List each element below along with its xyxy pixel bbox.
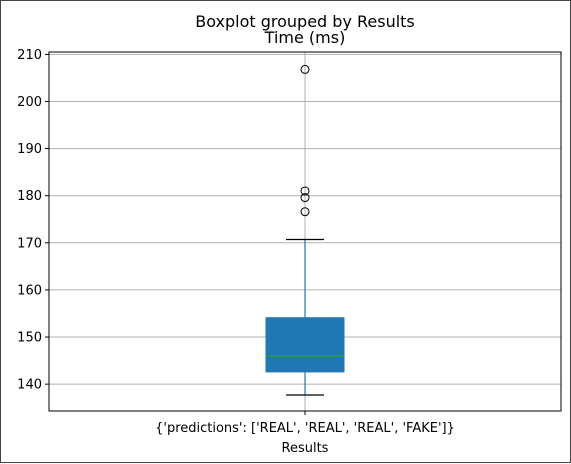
outlier-point xyxy=(300,64,310,74)
y-tick-label: 170 xyxy=(17,236,42,251)
y-tick-label: 150 xyxy=(17,331,42,346)
axis-layer: 140 150 160 170 180 190 200 210 {'predictions': … xyxy=(17,48,562,436)
y-tick-label: 140 xyxy=(17,378,42,393)
y-tick-label: 200 xyxy=(17,95,42,110)
box-layer xyxy=(265,64,345,396)
chart-suptitle: Boxplot grouped by Results xyxy=(195,12,415,31)
y-tick-label: 210 xyxy=(17,48,42,63)
iqr-box xyxy=(265,317,345,373)
outlier-point xyxy=(300,193,310,203)
outlier-point xyxy=(300,186,310,196)
outlier-point xyxy=(300,207,310,217)
y-tick-label: 160 xyxy=(17,283,42,298)
chart-title: Time (ms) xyxy=(264,28,346,47)
y-tick-label: 190 xyxy=(17,142,42,157)
x-tick-label: {'predictions': ['REAL', 'REAL', 'REAL',… xyxy=(155,421,455,436)
y-tick-label: 180 xyxy=(17,189,42,204)
x-axis-label: Results xyxy=(282,441,329,456)
